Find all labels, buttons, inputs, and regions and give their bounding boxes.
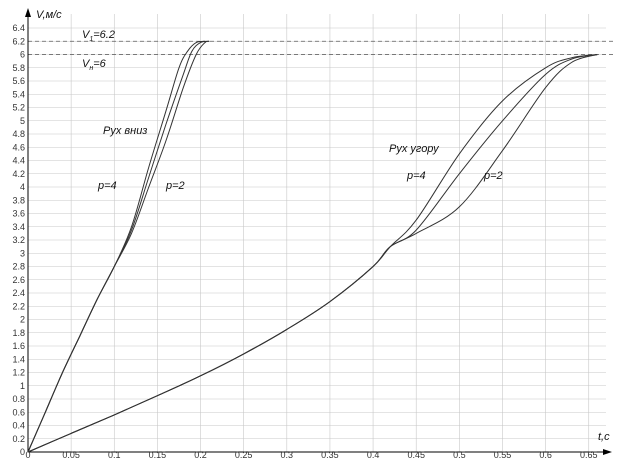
x-tick-label: 0.6 [539,450,552,459]
y-tick-label: 4.8 [12,129,25,139]
annotation-up: Рух угору [389,143,440,155]
x-tick-label: 0.35 [321,450,339,459]
y-tick-label: 2.8 [12,262,25,272]
y-tick-labels: 0 0.2 0.4 0.6 0.8 1 1.2 1.4 1.6 1.8 2 2.2 2.4 2.6 2.8 3… [12,23,25,457]
annotation-up-p2: p=2 [483,170,503,182]
y-tick-label: 5.4 [12,89,25,99]
x-tick-label: 0.3 [281,450,294,459]
series-line-down-2 [27,40,205,453]
x-axis-label: t,c [598,431,610,443]
annotation-down-p4: p=4 [97,180,117,192]
y-tick-label: 0.4 [12,421,25,431]
annotation-up-p4: p=4 [406,170,426,182]
y-tick-label: 0.2 [12,434,25,444]
x-tick-label: 0.15 [149,450,167,459]
y-tick-label: 2.6 [12,275,25,285]
y-tick-label: 3.4 [12,222,25,232]
y-tick-label: 1.8 [12,328,25,338]
axes [25,8,612,455]
x-tick-label: 0.65 [580,450,598,459]
x-tick-label: 0.25 [235,450,253,459]
y-tick-label: 0.6 [12,407,25,417]
y-tick-label: 4.2 [12,169,25,179]
reference-lines [28,40,616,55]
y-tick-label: 2.2 [12,301,25,311]
y-tick-label: 0 [20,447,25,457]
ref-label-v1: V1=6.2 [82,29,115,43]
y-tick-label: 2 [20,315,25,325]
y-tick-label: 0.8 [12,394,25,404]
y-tick-label: 6.4 [12,23,25,33]
y-tick-label: 5.8 [12,63,25,73]
y-tick-label: 2.4 [12,288,25,298]
y-tick-label: 6.2 [12,36,25,46]
y-tick-label: 5 [20,116,25,126]
y-axis-arrow-icon [25,8,31,17]
y-tick-label: 1.2 [12,368,25,378]
y-tick-label: 3.6 [12,209,25,219]
y-tick-label: 3 [20,248,25,258]
y-tick-label: 4.4 [12,156,25,166]
x-tick-labels: 0 0.05 0.1 0.15 0.2 0.25 0.3 0.35 0.4 0.45 0.5 0.55… [25,450,597,459]
x-tick-label: 0.05 [62,450,80,459]
y-tick-label: 1.4 [12,354,25,364]
y-tick-label: 1.6 [12,341,25,351]
x-tick-label: 0.45 [407,450,425,459]
y-tick-label: 4.6 [12,142,25,152]
x-tick-label: 0.5 [453,450,466,459]
y-tick-label: 4 [20,182,25,192]
grid [27,14,606,453]
x-axis-arrow-icon [603,449,612,455]
y-axis-label: V,м/с [36,9,62,21]
series [27,40,598,453]
annotation-down: Рух вниз [103,125,147,137]
y-tick-label: 6 [20,50,25,60]
annotation-down-p2: p=2 [165,180,185,192]
x-tick-label: 0 [25,450,30,459]
y-tick-label: 3.2 [12,235,25,245]
y-tick-label: 5.2 [12,103,25,113]
x-tick-label: 0.2 [194,450,207,459]
y-tick-label: 1 [20,381,25,391]
x-tick-label: 0.55 [494,450,512,459]
x-tick-label: 0.1 [108,450,121,459]
x-tick-label: 0.4 [367,450,380,459]
y-tick-label: 5.6 [12,76,25,86]
series-line-up-5 [27,54,598,453]
ref-label-vn: Vн=6 [82,58,107,72]
y-tick-label: 3.8 [12,195,25,205]
